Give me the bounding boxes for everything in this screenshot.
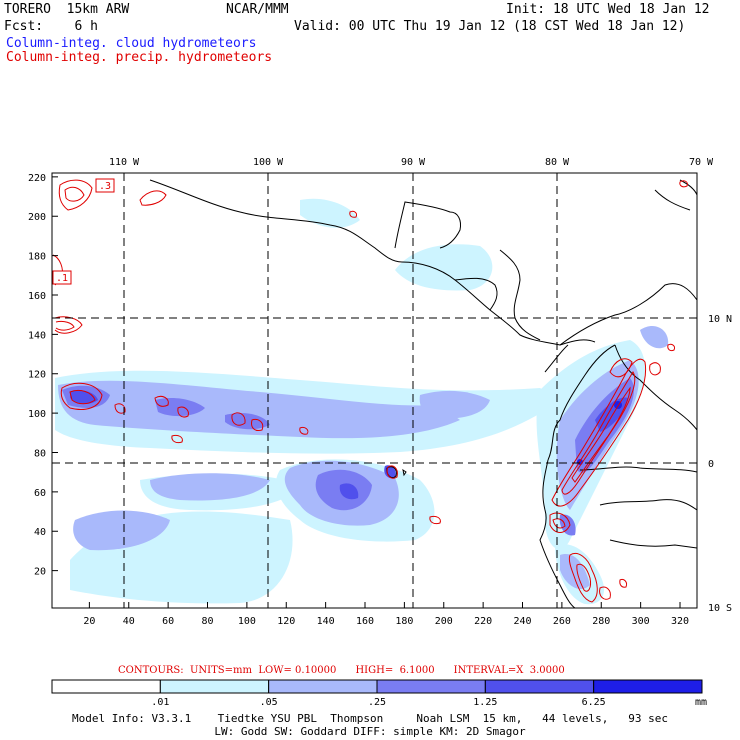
- x-tick-label: 300: [632, 616, 650, 627]
- map-frame: [51, 172, 698, 609]
- x-axis-ticks: 20 40 60 80 100 120 140 160 180 200 220 240 260 280 30…: [83, 602, 689, 627]
- x-tick-label: 160: [356, 616, 374, 627]
- colorbar-segment: [593, 679, 703, 694]
- init-time: Init: 18 UTC Wed 18 Jan 12: [506, 2, 710, 17]
- y-tick-label: 100: [28, 409, 46, 420]
- forecast-hour: Fcst: 6 h: [4, 19, 98, 34]
- legend-precip-hydrometeors: Column-integ. precip. hydrometeors: [6, 50, 273, 65]
- x-tick-label: 260: [553, 616, 571, 627]
- x-tick-label: 20: [83, 616, 95, 627]
- valid-time: Valid: 00 UTC Thu 19 Jan 12 (18 CST Wed …: [294, 19, 686, 34]
- y-tick-label: 40: [34, 527, 46, 538]
- latitude-labels: 10 N 0 10 S: [708, 314, 732, 614]
- colorbar-tick-label: .01: [151, 697, 169, 708]
- x-tick-label: 140: [317, 616, 335, 627]
- model-title: TORERO 15km ARW: [4, 2, 130, 17]
- x-tick-label: 220: [474, 616, 492, 627]
- colorbar-segment: [376, 679, 486, 694]
- x-tick-label: 240: [513, 616, 531, 627]
- lon-label: 110 W: [109, 157, 140, 168]
- y-axis-ticks: 20 40 60 80 100 120 140 160 180 200 220: [28, 173, 58, 578]
- colorbar-segment: [159, 679, 270, 694]
- lat-label: 10 N: [708, 314, 732, 325]
- y-tick-label: 120: [28, 370, 46, 381]
- x-tick-label: 200: [435, 616, 453, 627]
- x-tick-label: 60: [162, 616, 174, 627]
- x-tick-label: 100: [238, 616, 256, 627]
- lon-label: 100 W: [253, 157, 284, 168]
- x-tick-label: 320: [671, 616, 689, 627]
- contour-label-a: .3: [99, 181, 111, 192]
- y-tick-label: 160: [28, 291, 46, 302]
- y-tick-label: 180: [28, 252, 46, 263]
- x-tick-label: 180: [395, 616, 413, 627]
- y-tick-label: 220: [28, 173, 46, 184]
- y-tick-label: 80: [34, 448, 46, 459]
- x-tick-label: 280: [592, 616, 610, 627]
- organization-label: NCAR/MMM: [226, 2, 289, 17]
- lat-label: 10 S: [708, 603, 732, 614]
- lon-label: 90 W: [401, 157, 426, 168]
- x-tick-label: 120: [277, 616, 295, 627]
- model-info-line2: LW: Godd SW: Goddard DIFF: simple KM: 2D…: [214, 725, 526, 738]
- legend-cloud-hydrometeors: Column-integ. cloud hydrometeors: [6, 36, 257, 51]
- lon-label: 70 W: [689, 157, 714, 168]
- y-tick-label: 140: [28, 330, 46, 341]
- x-tick-label: 40: [123, 616, 135, 627]
- y-tick-label: 60: [34, 488, 46, 499]
- x-tick-label: 80: [201, 616, 213, 627]
- colorbar-tick-label: 6.25: [582, 697, 606, 708]
- longitude-labels: 110 W 100 W 90 W 80 W 70 W: [109, 157, 714, 168]
- y-tick-label: 200: [28, 212, 46, 223]
- colorbar-segment: [51, 679, 161, 694]
- contour-labels: .3 .1: [52, 178, 115, 285]
- lon-label: 80 W: [545, 157, 570, 168]
- model-info-line1: Model Info: V3.3.1 Tiedtke YSU PBL Thomp…: [71, 712, 669, 725]
- colorbar-segment: [484, 679, 595, 694]
- y-tick-label: 20: [34, 567, 46, 578]
- colorbar: .01 .05 .25 1.25 6.25: [51, 679, 703, 708]
- contour-label-b: .1: [56, 273, 68, 284]
- shaded-fields: .3 .1: [52, 173, 697, 608]
- colorbar-unit: mm: [695, 697, 707, 708]
- colorbar-tick-label: 1.25: [473, 697, 497, 708]
- contours-info: CONTOURS: UNITS=mm LOW= 0.10000 HIGH= 6.…: [118, 665, 565, 676]
- colorbar-tick-label: .05: [260, 697, 278, 708]
- lat-label: 0: [708, 459, 714, 470]
- colorbar-tick-label: .25: [368, 697, 386, 708]
- colorbar-segment: [268, 679, 378, 694]
